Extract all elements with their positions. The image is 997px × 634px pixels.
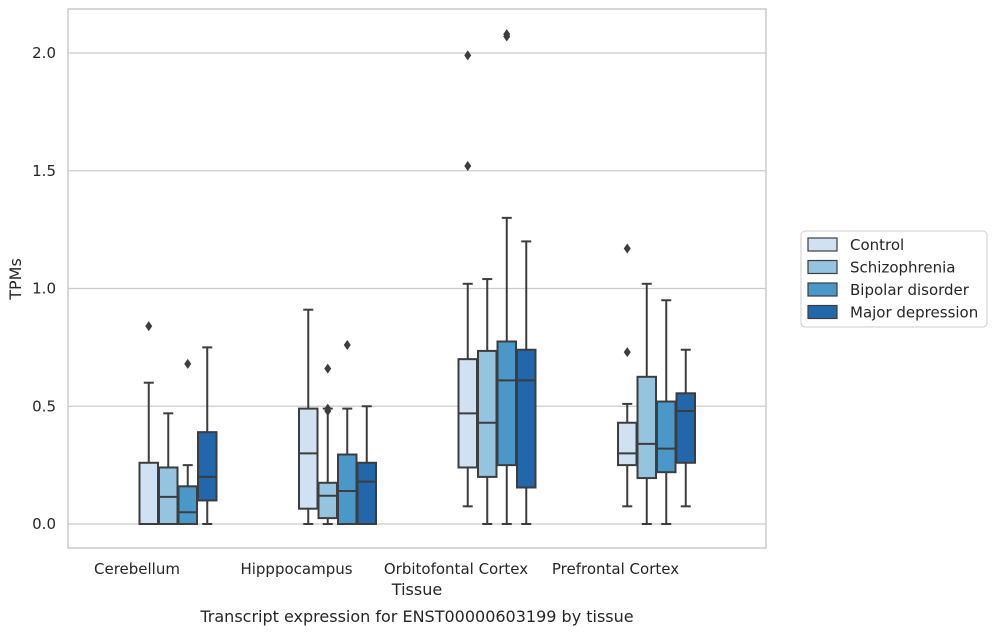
box-body	[675, 392, 696, 464]
box	[158, 412, 179, 526]
legend-label: Bipolar disorder	[850, 281, 970, 299]
y-axis-label: TPMs	[6, 258, 25, 301]
box	[197, 346, 218, 525]
box	[177, 358, 198, 526]
legend-swatch	[807, 259, 838, 275]
legend-frame	[800, 230, 988, 328]
box-body	[636, 375, 657, 480]
x-tick-label: Orbitofontal Cortex	[384, 560, 528, 578]
outlier-point	[623, 243, 631, 254]
box	[337, 340, 358, 525]
box-body	[177, 485, 198, 526]
box-body	[516, 348, 537, 489]
box-body	[477, 349, 498, 478]
box-body	[197, 431, 218, 502]
y-tick-label: 0.0	[32, 515, 56, 533]
box	[636, 282, 657, 525]
box-body	[337, 453, 358, 525]
y-tick-labels: 0.0 0.5 1.0 1.5 2.0	[32, 44, 56, 533]
legend-label: Major depression	[850, 304, 978, 322]
y-tick-label: 1.0	[32, 280, 56, 298]
box	[356, 405, 377, 525]
outlier-point	[623, 347, 631, 358]
boxes	[138, 29, 696, 526]
legend-swatch	[807, 282, 838, 297]
x-tick-label: Hipppocampus	[240, 560, 352, 578]
box	[138, 321, 159, 525]
box	[617, 243, 638, 508]
outlier-point	[324, 403, 332, 414]
outlier-point	[464, 161, 472, 172]
box	[477, 278, 498, 525]
outlier-point	[464, 50, 472, 61]
box-body	[298, 407, 319, 510]
box-body	[158, 466, 179, 526]
outlier-point	[343, 340, 351, 351]
x-tick-labels: Cerebellum Hipppocampus Orbitofontal Corte…	[94, 560, 679, 578]
box-body	[617, 421, 638, 467]
box	[457, 50, 478, 508]
box	[516, 240, 537, 525]
box	[317, 363, 338, 525]
outlier-point	[503, 29, 511, 40]
y-tick-label: 0.5	[32, 397, 56, 415]
legend-swatch	[807, 304, 838, 320]
x-tick-label: Prefrontal Cortex	[552, 560, 679, 578]
outlier-point	[184, 358, 192, 369]
y-tick-label: 2.0	[32, 44, 56, 62]
legend-swatch	[807, 237, 838, 252]
box	[656, 299, 677, 525]
box	[675, 348, 696, 508]
x-tick-label: Cerebellum	[94, 560, 180, 578]
chart-caption: Transcript expression for ENST0000060319…	[199, 607, 633, 626]
outlier-point	[145, 321, 153, 332]
legend-label: Schizophrenia	[850, 259, 955, 277]
y-tick-label: 1.5	[32, 162, 56, 180]
box	[298, 308, 319, 525]
plot-frame	[67, 8, 767, 549]
box-body	[656, 400, 677, 474]
legend-label: Control	[850, 236, 904, 254]
legend: Control Schizophrenia Bipolar disorder Majo…	[800, 230, 988, 328]
box-body	[356, 461, 377, 525]
box-body	[496, 340, 517, 467]
box-body	[317, 481, 338, 520]
box-body	[138, 461, 159, 525]
x-axis-label: Tissue	[391, 580, 442, 599]
box	[496, 29, 517, 525]
outlier-point	[324, 363, 332, 374]
